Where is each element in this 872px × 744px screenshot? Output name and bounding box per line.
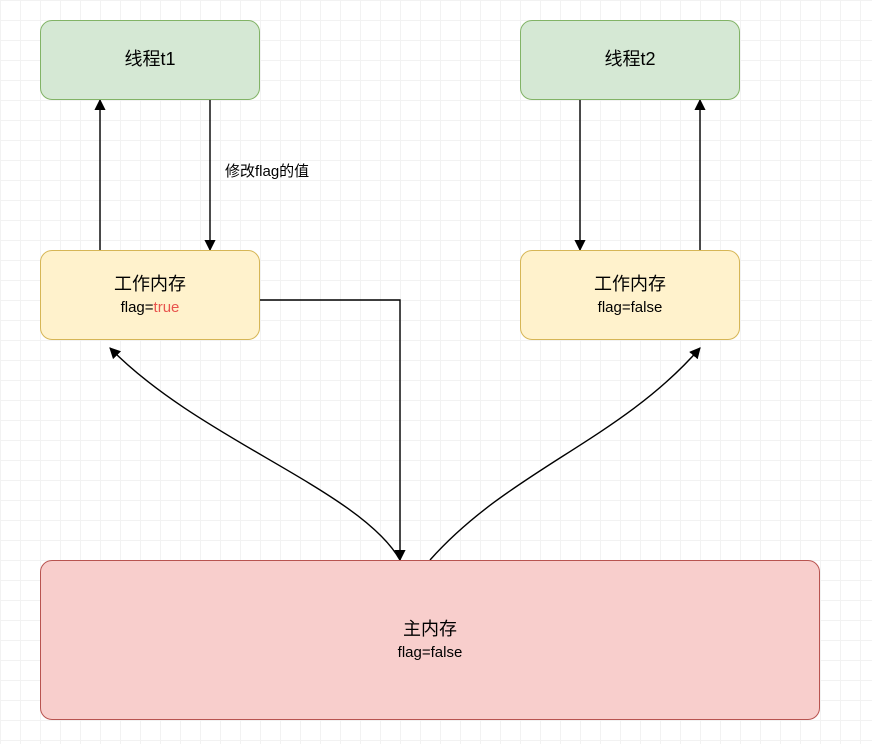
node-title: 线程t1 — [124, 48, 175, 71]
node-subtitle: flag=true — [121, 298, 180, 318]
label-modify-flag: 修改flag的值 — [225, 160, 309, 181]
edge-main-to-wm2 — [430, 348, 700, 560]
flag-prefix: flag= — [121, 299, 154, 316]
node-subtitle: flag=false — [598, 298, 663, 318]
edge-wm1-to-main — [260, 300, 400, 560]
node-title: 工作内存 — [114, 273, 186, 296]
node-working-memory-2: 工作内存 flag=false — [520, 250, 740, 340]
node-title: 主内存 — [403, 618, 457, 641]
node-subtitle: flag=false — [398, 643, 463, 663]
node-thread-t2: 线程t2 — [520, 20, 740, 100]
edge-main-to-wm1 — [110, 348, 400, 560]
node-thread-t1: 线程t1 — [40, 20, 260, 100]
flag-value-highlight: true — [154, 299, 180, 316]
node-title: 工作内存 — [594, 273, 666, 296]
node-title: 线程t2 — [604, 48, 655, 71]
node-main-memory: 主内存 flag=false — [40, 560, 820, 720]
node-working-memory-1: 工作内存 flag=true — [40, 250, 260, 340]
diagram-canvas: { "canvas": { "width": 872, "height": 74… — [0, 0, 872, 744]
